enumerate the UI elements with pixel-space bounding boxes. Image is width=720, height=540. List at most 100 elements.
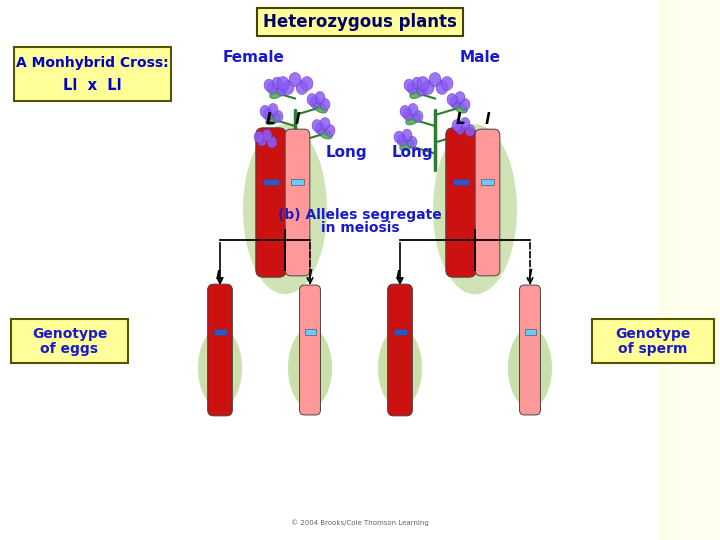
Ellipse shape <box>400 139 414 151</box>
FancyBboxPatch shape <box>475 129 500 276</box>
Bar <box>481 179 494 185</box>
Text: in meiosis: in meiosis <box>320 221 400 235</box>
Ellipse shape <box>436 80 448 94</box>
Text: A Monhybrid Cross:: A Monhybrid Cross: <box>16 56 168 70</box>
Bar <box>658 0 720 540</box>
Ellipse shape <box>268 103 278 116</box>
Ellipse shape <box>282 80 294 94</box>
Ellipse shape <box>403 109 413 120</box>
Bar <box>524 329 536 335</box>
Ellipse shape <box>407 82 417 94</box>
Ellipse shape <box>277 77 289 91</box>
Text: of eggs: of eggs <box>40 342 99 356</box>
Ellipse shape <box>296 80 308 94</box>
Ellipse shape <box>465 125 475 137</box>
Ellipse shape <box>307 93 317 105</box>
Ellipse shape <box>455 91 465 104</box>
Text: Long: Long <box>392 145 433 160</box>
Ellipse shape <box>262 129 272 141</box>
Ellipse shape <box>450 97 460 109</box>
Ellipse shape <box>402 129 412 141</box>
Text: Ll  x  Ll: Ll x Ll <box>63 78 122 93</box>
FancyBboxPatch shape <box>300 285 320 415</box>
Ellipse shape <box>267 82 277 94</box>
Ellipse shape <box>266 114 280 125</box>
Ellipse shape <box>460 98 470 111</box>
Ellipse shape <box>452 119 462 132</box>
Ellipse shape <box>320 118 330 130</box>
Ellipse shape <box>413 110 423 123</box>
Ellipse shape <box>412 77 422 89</box>
Ellipse shape <box>429 72 441 86</box>
Text: L: L <box>456 112 466 127</box>
FancyBboxPatch shape <box>446 128 476 277</box>
Bar <box>214 329 227 335</box>
Ellipse shape <box>508 328 552 408</box>
Ellipse shape <box>288 328 332 408</box>
Ellipse shape <box>254 131 264 143</box>
FancyBboxPatch shape <box>387 284 413 416</box>
FancyBboxPatch shape <box>592 319 714 363</box>
Ellipse shape <box>273 110 283 123</box>
Text: (b) Alleles segregate: (b) Alleles segregate <box>278 208 442 222</box>
Ellipse shape <box>433 124 517 294</box>
Ellipse shape <box>325 125 335 137</box>
Text: © 2004 Brooks/Cole Thomson Learning: © 2004 Brooks/Cole Thomson Learning <box>291 519 429 526</box>
Ellipse shape <box>260 139 274 151</box>
Ellipse shape <box>410 87 424 99</box>
Text: Male: Male <box>459 51 500 65</box>
FancyBboxPatch shape <box>207 284 233 416</box>
Text: l: l <box>295 112 300 127</box>
FancyBboxPatch shape <box>256 128 287 277</box>
Text: l: l <box>485 112 490 127</box>
Ellipse shape <box>441 77 453 91</box>
Ellipse shape <box>289 72 301 86</box>
Ellipse shape <box>315 123 325 134</box>
Bar <box>291 179 304 185</box>
Ellipse shape <box>277 84 287 96</box>
Ellipse shape <box>243 124 327 294</box>
Text: l: l <box>528 269 532 282</box>
Ellipse shape <box>264 79 274 91</box>
FancyBboxPatch shape <box>257 8 463 36</box>
FancyBboxPatch shape <box>14 47 171 101</box>
Ellipse shape <box>318 128 333 139</box>
Ellipse shape <box>417 84 427 96</box>
Ellipse shape <box>267 136 277 148</box>
Ellipse shape <box>417 77 429 91</box>
Bar <box>305 329 315 335</box>
Ellipse shape <box>404 79 414 91</box>
Ellipse shape <box>198 328 242 408</box>
Text: Heterozygous plants: Heterozygous plants <box>263 13 457 31</box>
Ellipse shape <box>378 328 422 408</box>
Ellipse shape <box>315 91 325 104</box>
Ellipse shape <box>453 102 467 113</box>
Ellipse shape <box>312 119 322 132</box>
Ellipse shape <box>272 77 282 89</box>
Ellipse shape <box>422 80 434 94</box>
Ellipse shape <box>405 114 420 125</box>
Text: L: L <box>216 269 224 282</box>
Ellipse shape <box>407 136 417 148</box>
Text: Female: Female <box>223 51 285 65</box>
Text: Genotype: Genotype <box>616 327 690 341</box>
Ellipse shape <box>301 77 313 91</box>
Ellipse shape <box>458 128 472 139</box>
Ellipse shape <box>400 105 410 117</box>
Ellipse shape <box>263 109 273 120</box>
FancyBboxPatch shape <box>520 285 541 415</box>
FancyBboxPatch shape <box>285 129 310 276</box>
Ellipse shape <box>260 105 270 117</box>
Ellipse shape <box>455 123 465 134</box>
Ellipse shape <box>394 131 404 143</box>
Ellipse shape <box>312 102 328 113</box>
Text: l: l <box>308 269 312 282</box>
Ellipse shape <box>397 134 407 146</box>
Text: Genotype: Genotype <box>32 327 107 341</box>
Ellipse shape <box>447 93 457 105</box>
Ellipse shape <box>408 103 418 116</box>
Ellipse shape <box>460 118 470 130</box>
Bar <box>263 179 279 185</box>
Ellipse shape <box>310 97 320 109</box>
Text: of sperm: of sperm <box>618 342 688 356</box>
